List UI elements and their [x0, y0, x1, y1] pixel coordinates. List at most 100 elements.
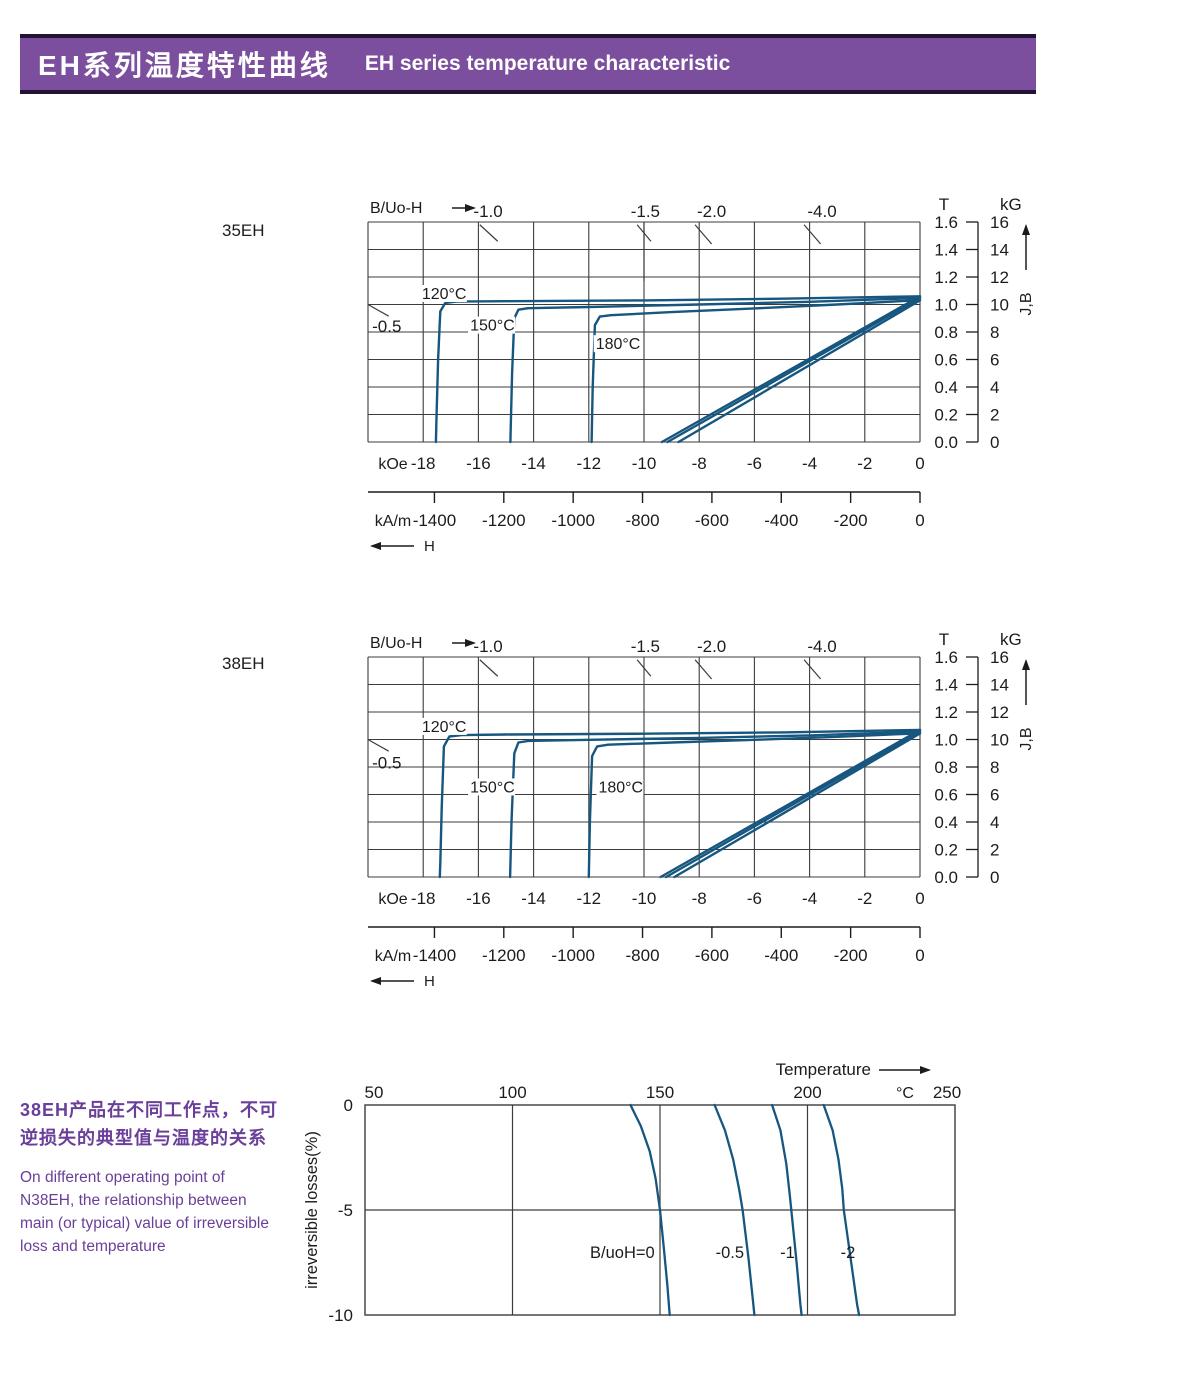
y-axis-title: irreversible losses(%) — [303, 1131, 321, 1289]
temp-label-halo — [596, 778, 644, 796]
temp-label: 120°C — [422, 286, 467, 303]
x-tick-primary: -8 — [692, 454, 707, 473]
curve-J-180C — [587, 732, 922, 879]
corner-label: B/Uo-H — [370, 635, 422, 652]
x-unit-secondary: kA/m — [375, 948, 411, 965]
y-tick-kG: 8 — [990, 758, 999, 777]
x-tick-label: 100 — [498, 1083, 526, 1102]
load-line-tick — [803, 224, 822, 245]
temperature-arrow-head — [920, 1066, 931, 1074]
x-tick-primary: -10 — [632, 889, 657, 908]
x-tick-primary: -6 — [747, 454, 762, 473]
loss-chart: 50 100 150 200 250 °C Temperature 0 -5 -10 irrever… — [303, 1060, 961, 1325]
y-tick-kG: 12 — [990, 268, 1009, 287]
x-tick-label: 50 — [365, 1083, 384, 1102]
x-tick-secondary: -1400 — [413, 946, 456, 965]
y-unit-kG: kG — [1000, 195, 1022, 214]
y-tick-kG: 8 — [990, 323, 999, 342]
y-tick-kG: 0 — [990, 433, 999, 452]
x-tick-secondary: -600 — [695, 511, 729, 530]
x-tick-label: 200 — [793, 1083, 821, 1102]
x-unit-primary: kOe — [378, 456, 407, 473]
loss-curve--2 — [822, 1103, 861, 1317]
load-line-tick — [479, 224, 499, 242]
temp-label: 180°C — [596, 336, 641, 353]
curve-J-150C — [509, 296, 922, 444]
x-unit-label: °C — [896, 1085, 914, 1102]
x-tick-primary: -4 — [802, 454, 817, 473]
y-tick-T: 0.0 — [934, 433, 958, 452]
x-tick-primary: 0 — [915, 889, 924, 908]
loss-chart-note: 38EH产品在不同工作点，不可 逆损失的典型值与温度的关系 On differe… — [20, 1096, 310, 1258]
x-tick-primary: -14 — [521, 454, 546, 473]
y-tick-T: 0.6 — [934, 786, 958, 805]
y-tick-T: 0.8 — [934, 758, 958, 777]
temp-label-halo — [468, 316, 516, 334]
curve-B-180C — [673, 732, 922, 879]
y-tick-kG: 6 — [990, 351, 999, 370]
curve-J-120C — [434, 295, 922, 444]
loss-curve--1 — [770, 1103, 803, 1317]
load-line-tick — [367, 738, 389, 752]
y-tick-kG: 4 — [990, 813, 999, 832]
load-line-label: -4.0 — [807, 202, 836, 221]
temp-label-halo — [593, 335, 641, 353]
load-line-tick — [694, 224, 713, 245]
temp-label: 150°C — [470, 318, 515, 335]
x-tick-secondary: -800 — [626, 511, 660, 530]
y-tick-kG: 0 — [990, 868, 999, 887]
load-line-tick — [803, 659, 822, 680]
corner-label: B/Uo-H — [370, 200, 422, 217]
load-line-tick — [479, 659, 499, 677]
loss-curve-label: -1 — [780, 1244, 795, 1262]
loss-curve--0.5 — [713, 1103, 756, 1317]
y-tick-kG: 4 — [990, 378, 999, 397]
x-tick-primary: -6 — [747, 889, 762, 908]
x-tick-secondary: -400 — [764, 946, 798, 965]
x-tick-secondary: 0 — [915, 511, 924, 530]
h-axis-arrow-head — [370, 542, 381, 550]
load-line-label: -1.0 — [473, 637, 502, 656]
loss-curve-label: -2 — [841, 1244, 856, 1262]
y-tick-kG: 10 — [990, 296, 1009, 315]
page-title-en: EH series temperature characteristic — [364, 52, 731, 75]
x-tick-primary: -16 — [466, 889, 491, 908]
x-tick-primary: -14 — [521, 889, 546, 908]
y-unit-T: T — [939, 195, 949, 214]
x-tick-secondary: -600 — [695, 946, 729, 965]
page-header: EH系列温度特性曲线 EH series temperature charact… — [20, 34, 1036, 94]
x-tick-secondary: -1400 — [413, 511, 456, 530]
load-line-label: -1.0 — [473, 202, 502, 221]
curve-J-180C — [590, 298, 922, 444]
jb-axis-label: J,B — [1018, 292, 1035, 315]
x-tick-secondary: -1000 — [551, 511, 594, 530]
note-en-line: main (or typical) value of irreversible — [20, 1215, 269, 1232]
y-tick-label: -10 — [328, 1306, 353, 1325]
x-tick-secondary: -1200 — [482, 511, 525, 530]
curve-B-180C — [677, 299, 922, 444]
x-tick-primary: -4 — [802, 889, 817, 908]
loss-curve-label: -0.5 — [716, 1244, 744, 1262]
temp-label: 150°C — [470, 779, 515, 796]
x-tick-primary: -16 — [466, 454, 491, 473]
temp-label-halo — [468, 778, 516, 796]
x-unit-secondary: kA/m — [375, 513, 411, 530]
y-tick-T: 1.0 — [934, 296, 958, 315]
x-tick-secondary: 0 — [915, 946, 924, 965]
jb-axis-label: J,B — [1018, 727, 1035, 750]
grade-label-38eh: 38EH — [222, 654, 265, 673]
x-tick-primary: -12 — [577, 889, 602, 908]
page-title-zh: EH系列温度特性曲线 — [38, 50, 331, 81]
load-line-label: -2.0 — [697, 202, 726, 221]
curve-J-120C — [438, 728, 922, 879]
y-tick-kG: 12 — [990, 703, 1009, 722]
note-en-line: On different operating point of — [20, 1169, 225, 1186]
loss-curve-label: B/uoH=0 — [590, 1244, 655, 1262]
y-tick-T: 0.8 — [934, 323, 958, 342]
y-tick-T: 0.2 — [934, 841, 958, 860]
y-tick-T: 1.0 — [934, 731, 958, 750]
grade-label-35eh: 35EH — [222, 221, 265, 240]
